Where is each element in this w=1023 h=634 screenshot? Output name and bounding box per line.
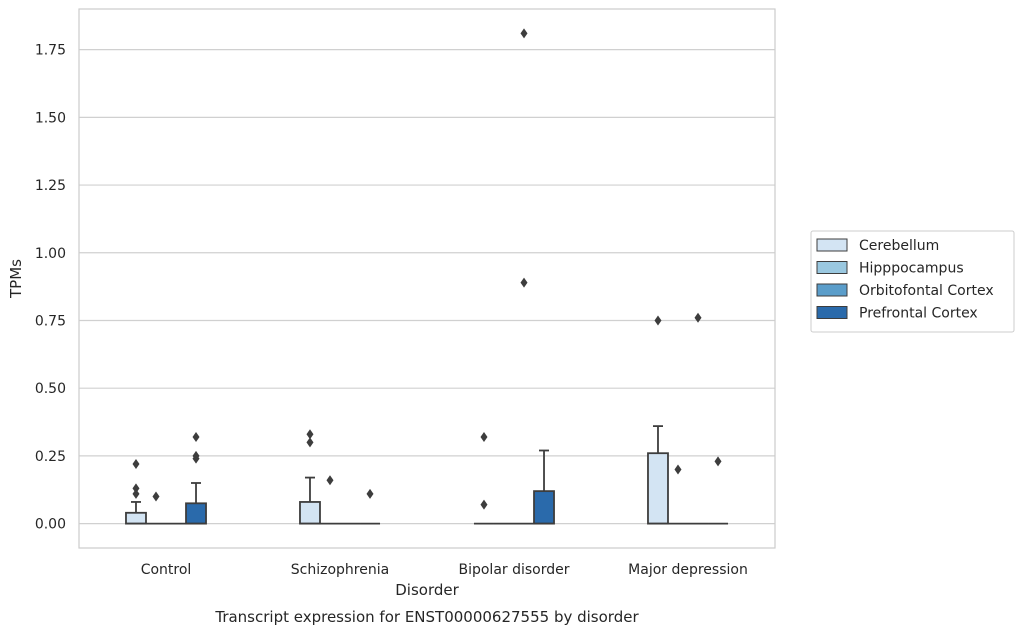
box (299, 501, 321, 525)
legend-item: Prefrontal Cortex (816, 306, 978, 322)
box-plot (514, 28, 535, 525)
x-axis-label: Disorder (395, 581, 459, 599)
box-plot (533, 449, 555, 525)
box (647, 452, 669, 525)
grid-lines (79, 49, 775, 525)
outlier-point (480, 431, 488, 442)
chart-caption: Transcript expression for ENST0000062755… (214, 608, 639, 626)
box-plot (145, 491, 166, 525)
legend: Cerebellum Hipppocampus Orbitofontal Corte… (810, 230, 1015, 333)
x-tick-label: Major depression (628, 562, 748, 578)
series-cerebellum (125, 315, 669, 525)
y-tick-label: 0.25 (35, 449, 66, 465)
series-orbitofontal-cortex (166, 28, 709, 525)
y-tick-label: 0.75 (35, 313, 66, 329)
box-series (125, 28, 729, 525)
x-tick-labels: Control Schizophrenia Bipolar disorder Majo… (141, 562, 748, 578)
legend-label: Cerebellum (859, 238, 939, 254)
outlier-point (132, 488, 140, 499)
legend-swatch (816, 238, 848, 252)
outlier-point (306, 429, 314, 440)
legend-item: Cerebellum (816, 238, 939, 254)
outlier-point (192, 431, 200, 442)
box-plot (667, 464, 688, 525)
box (125, 511, 147, 525)
outlier-point (654, 315, 662, 326)
box-plot (688, 312, 709, 525)
outlier-point (132, 459, 140, 470)
box-plot (185, 431, 207, 525)
legend-swatch (816, 261, 848, 274)
box-plot (319, 475, 340, 525)
y-tick-label: 1.75 (35, 43, 66, 59)
legend-label: Hipppocampus (859, 261, 964, 277)
y-tick-label: 0.00 (35, 517, 66, 533)
outlier-point (520, 28, 528, 39)
outlier-point (192, 450, 200, 461)
legend-frame (810, 230, 1015, 333)
legend-swatch (816, 306, 848, 319)
y-tick-label: 1.00 (35, 246, 66, 262)
outlier-point (714, 456, 722, 467)
x-tick-label: Bipolar disorder (458, 562, 569, 578)
legend-item: Hipppocampus (816, 261, 964, 277)
series-prefrontal-cortex (185, 431, 729, 525)
plot-frame (78, 8, 776, 549)
outlier-point (132, 483, 140, 494)
outlier-point (366, 488, 374, 499)
y-tick-labels: 0.00 0.25 0.50 0.75 1.00 1.25 1.50 1.75 (35, 43, 66, 533)
legend-item: Orbitofontal Cortex (816, 283, 994, 299)
box-plot (708, 456, 729, 525)
y-tick-label: 1.25 (35, 178, 66, 194)
outlier-point (326, 475, 334, 486)
y-axis-label: TPMs (7, 259, 25, 299)
outlier-point (674, 464, 682, 475)
box-plot (299, 429, 321, 525)
legend-label: Orbitofontal Cortex (859, 283, 994, 299)
box (533, 490, 555, 525)
outlier-point (694, 312, 702, 323)
box-plot (360, 488, 381, 525)
outlier-point (152, 491, 160, 502)
outlier-point (520, 277, 528, 288)
legend-label: Prefrontal Cortex (859, 306, 978, 322)
y-tick-label: 0.50 (35, 381, 66, 397)
series-hipppocampus (145, 464, 688, 525)
box-plot (125, 459, 147, 525)
box (185, 502, 207, 525)
legend-swatch (816, 283, 848, 297)
box-plot (473, 431, 494, 525)
outlier-point (306, 437, 314, 448)
y-tick-label: 1.50 (35, 110, 66, 126)
box-plot (647, 315, 669, 525)
x-tick-label: Schizophrenia (291, 562, 389, 578)
x-tick-label: Control (141, 562, 192, 578)
outlier-point (480, 499, 488, 510)
